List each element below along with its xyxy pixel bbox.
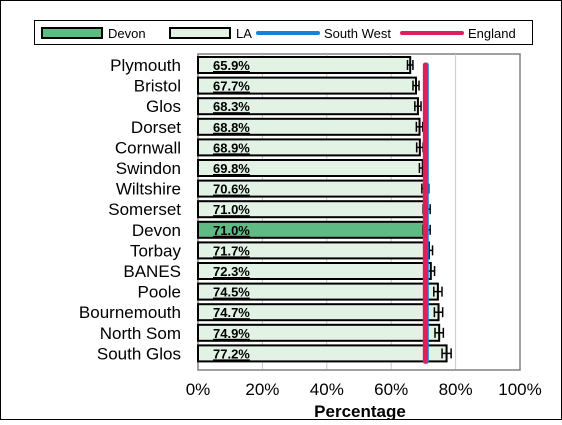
category-label: Cornwall <box>115 138 181 157</box>
x-tick-label: 40% <box>310 380 344 399</box>
value-label: 65.9% <box>213 58 250 73</box>
category-label: Glos <box>146 97 181 116</box>
value-labels: 65.9% 67.7% 68.3% 68.8% 68.9% 69.8% 70.6% 71.0%… <box>213 58 250 361</box>
value-label: 67.7% <box>213 79 250 94</box>
x-tick-labels: 0% 20% 40% 60% 80% 100% <box>186 380 542 399</box>
value-label: 68.9% <box>213 140 250 155</box>
category-label: Bristol <box>134 77 181 96</box>
x-tick-label: 80% <box>439 380 473 399</box>
legend-label: South West <box>324 26 391 41</box>
error-bars <box>406 60 452 359</box>
legend-label: LA <box>236 26 252 41</box>
x-tick-label: 60% <box>374 380 408 399</box>
value-label: 71.7% <box>213 243 250 258</box>
reference-lines <box>422 62 429 364</box>
category-label: Devon <box>132 221 181 240</box>
value-label: 72.3% <box>213 264 250 279</box>
category-label: Dorset <box>131 118 181 137</box>
legend-label: England <box>468 26 516 41</box>
value-label: 71.0% <box>213 223 250 238</box>
category-label: Bournemouth <box>79 303 181 322</box>
legend: Devon LA South West England <box>34 20 533 45</box>
category-label: North Som <box>100 324 181 343</box>
value-label: 70.6% <box>213 182 250 197</box>
value-label: 74.9% <box>213 326 250 341</box>
legend-swatch-la <box>169 27 231 39</box>
category-label: South Glos <box>97 344 181 363</box>
value-label: 74.7% <box>213 305 250 320</box>
x-tick-label: 20% <box>245 380 279 399</box>
value-label: 77.2% <box>213 346 250 361</box>
x-tick-label: 100% <box>498 380 541 399</box>
category-label: Somerset <box>108 200 181 219</box>
category-label: Torbay <box>130 241 182 260</box>
legend-swatch-devon <box>41 27 103 39</box>
value-label: 74.5% <box>213 285 250 300</box>
x-axis-label: Percentage <box>314 402 406 420</box>
category-label: BANES <box>123 262 181 281</box>
x-tick-label: 0% <box>186 380 211 399</box>
value-label: 68.8% <box>213 120 250 135</box>
category-label: Wiltshire <box>116 180 181 199</box>
category-label: Plymouth <box>110 56 181 75</box>
value-label: 69.8% <box>213 161 250 176</box>
category-label: Swindon <box>116 159 181 178</box>
value-label: 68.3% <box>213 99 250 114</box>
legend-label: Devon <box>108 26 146 41</box>
category-label: Poole <box>138 283 181 302</box>
value-label: 71.0% <box>213 202 250 217</box>
